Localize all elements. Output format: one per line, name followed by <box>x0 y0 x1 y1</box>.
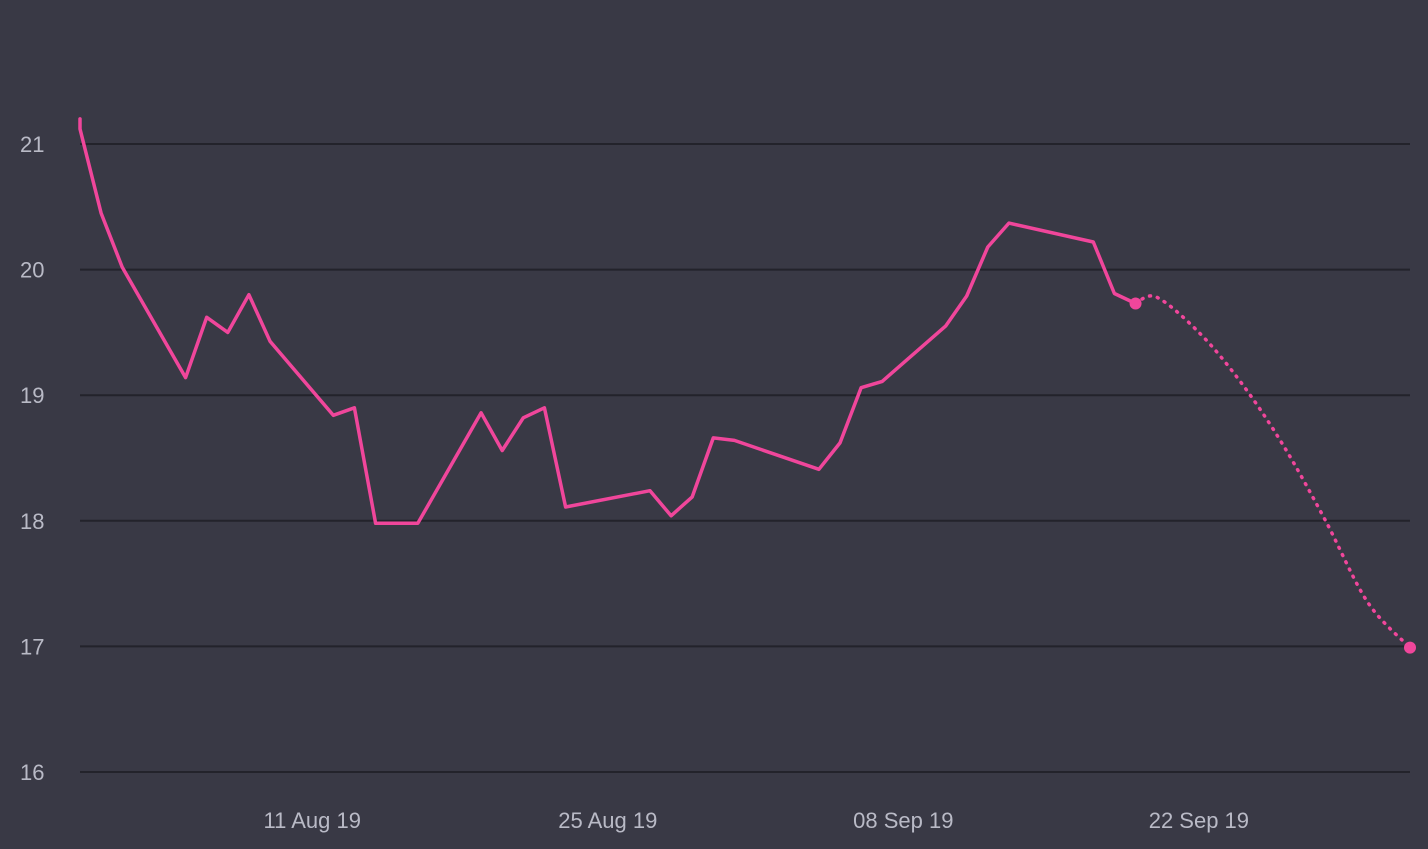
y-tick-label: 21 <box>20 132 44 157</box>
series-line <box>78 117 1138 526</box>
y-axis-ticks: 16 17 18 19 20 21 <box>20 132 44 785</box>
x-tick-label: 08 Sep 19 <box>853 808 953 833</box>
forecast-series-line <box>1133 294 1412 650</box>
x-axis-ticks: 11 Aug 19 25 Aug 19 08 Sep 19 22 Sep 19 <box>263 808 1249 833</box>
x-tick-label: 22 Sep 19 <box>1149 808 1249 833</box>
gridlines <box>80 143 1410 773</box>
y-tick-label: 19 <box>20 383 44 408</box>
y-tick-label: 16 <box>20 760 44 785</box>
y-tick-label: 17 <box>20 634 44 659</box>
x-tick-label: 11 Aug 19 <box>263 808 360 833</box>
y-tick-label: 20 <box>20 258 44 283</box>
y-tick-label: 18 <box>20 509 44 534</box>
series-layer <box>78 117 1416 654</box>
x-tick-label: 25 Aug 19 <box>558 808 657 833</box>
series-end-point <box>1404 641 1416 654</box>
